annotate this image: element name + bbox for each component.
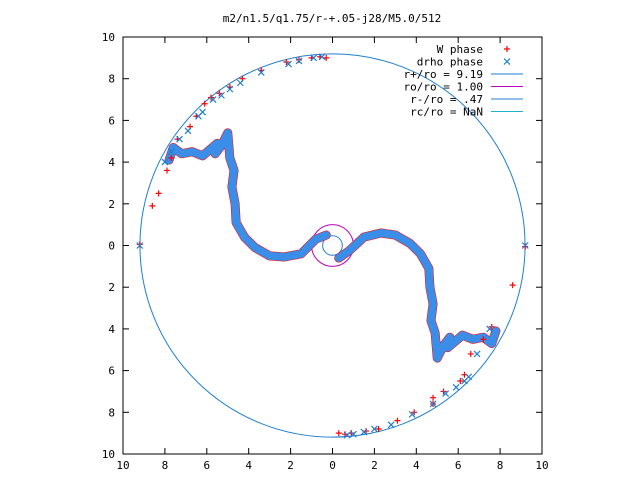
drho-phase-point [136,242,144,249]
drho-phase-point [226,85,234,93]
legend-label: rc/ro = NaN [410,106,483,119]
x-tick-label: 6 [203,459,210,472]
w-phase-point [163,167,170,174]
drho-phase-point [343,431,351,439]
y-tick-label: 0 [108,240,115,253]
legend-label: r-/ro = .47 [410,93,483,106]
y-tick-label: 8 [108,406,115,419]
w-phase-point [168,154,175,161]
w-phase-point [522,243,529,250]
drho-phase-point [295,57,303,65]
y-tick-label: 8 [108,73,115,86]
x-tick-label: 0 [329,459,336,472]
w-phase-point [467,350,474,357]
drho-phase-point [452,383,460,391]
drho-phase-point [370,425,378,433]
w-phase-point [363,428,370,435]
drho-phase-point [310,54,318,62]
drho-phase-point [429,400,437,408]
chart-title: m2/n1.5/q1.75/r-+.05-j28/M5.0/512 [223,12,442,25]
x-tick-label: 8 [497,459,504,472]
w-phase-point [335,430,342,437]
legend-marker [503,58,511,65]
drho-phase-point [408,410,416,418]
legend-label: drho phase [417,56,483,69]
x-tick-label: 2 [371,459,378,472]
w-phase-point [295,56,302,63]
drho-phase-trace [165,128,331,261]
x-tick-label: 6 [455,459,462,472]
drho-phase-point [257,69,265,76]
x-tick-label: 8 [162,459,169,472]
legend-label: ro/ro = 1.00 [404,81,483,94]
w-phase-point [457,378,464,385]
drho-phase-point [473,350,481,358]
drho-phase-point [184,127,192,135]
y-tick-label: 4 [108,323,115,336]
drho-phase-point [236,79,244,87]
drho-phase-point [199,108,207,116]
drho-phase-point [350,430,357,438]
y-tick-label: 10 [102,448,115,461]
w-phase-point [394,417,401,424]
drho-phase-point [461,377,468,385]
w-phase-point [201,100,208,107]
w-phase-point [480,336,487,343]
w-phase-point [155,190,162,197]
x-tick-label: 10 [535,459,548,472]
drho-phase-point [486,325,494,333]
x-tick-label: 10 [116,459,129,472]
drho-phase-point [521,242,529,249]
drho-phase-point [360,428,368,436]
drho-phase-point [161,158,169,166]
w-phase-point [149,202,156,209]
w-phase-point [323,54,330,61]
drho-phase-trace [334,228,500,363]
drho-phase-point [176,135,183,143]
x-tick-label: 4 [413,459,420,472]
legend-label: W phase [437,43,483,56]
y-tick-label: 10 [102,31,115,44]
drho-phase-point [167,148,175,156]
reference-circle [311,224,354,267]
w-phase-point [342,431,349,438]
x-tick-label: 2 [287,459,294,472]
w-phase-point [136,241,143,248]
legend-marker [504,46,510,52]
x-tick-label: 4 [245,459,252,472]
w-phase-point [509,282,516,289]
w-phase-point [430,394,437,401]
drho-phase-point [318,53,326,61]
legend-label: r+/ro = 9.19 [404,68,483,81]
y-tick-label: 2 [108,198,115,211]
y-tick-label: 2 [108,281,115,294]
y-tick-label: 6 [108,365,115,378]
drho-phase-point [285,60,292,68]
reference-circle [322,235,343,256]
drho-phase-point [209,96,217,103]
drho-phase-point [442,390,450,397]
spiral-arms [164,128,501,363]
w-phase-point [375,425,382,432]
phase-markers [136,53,529,439]
y-tick-label: 6 [108,114,115,127]
y-tick-label: 4 [108,156,115,169]
drho-phase-point [387,421,395,429]
drho-phase-point [218,91,225,99]
